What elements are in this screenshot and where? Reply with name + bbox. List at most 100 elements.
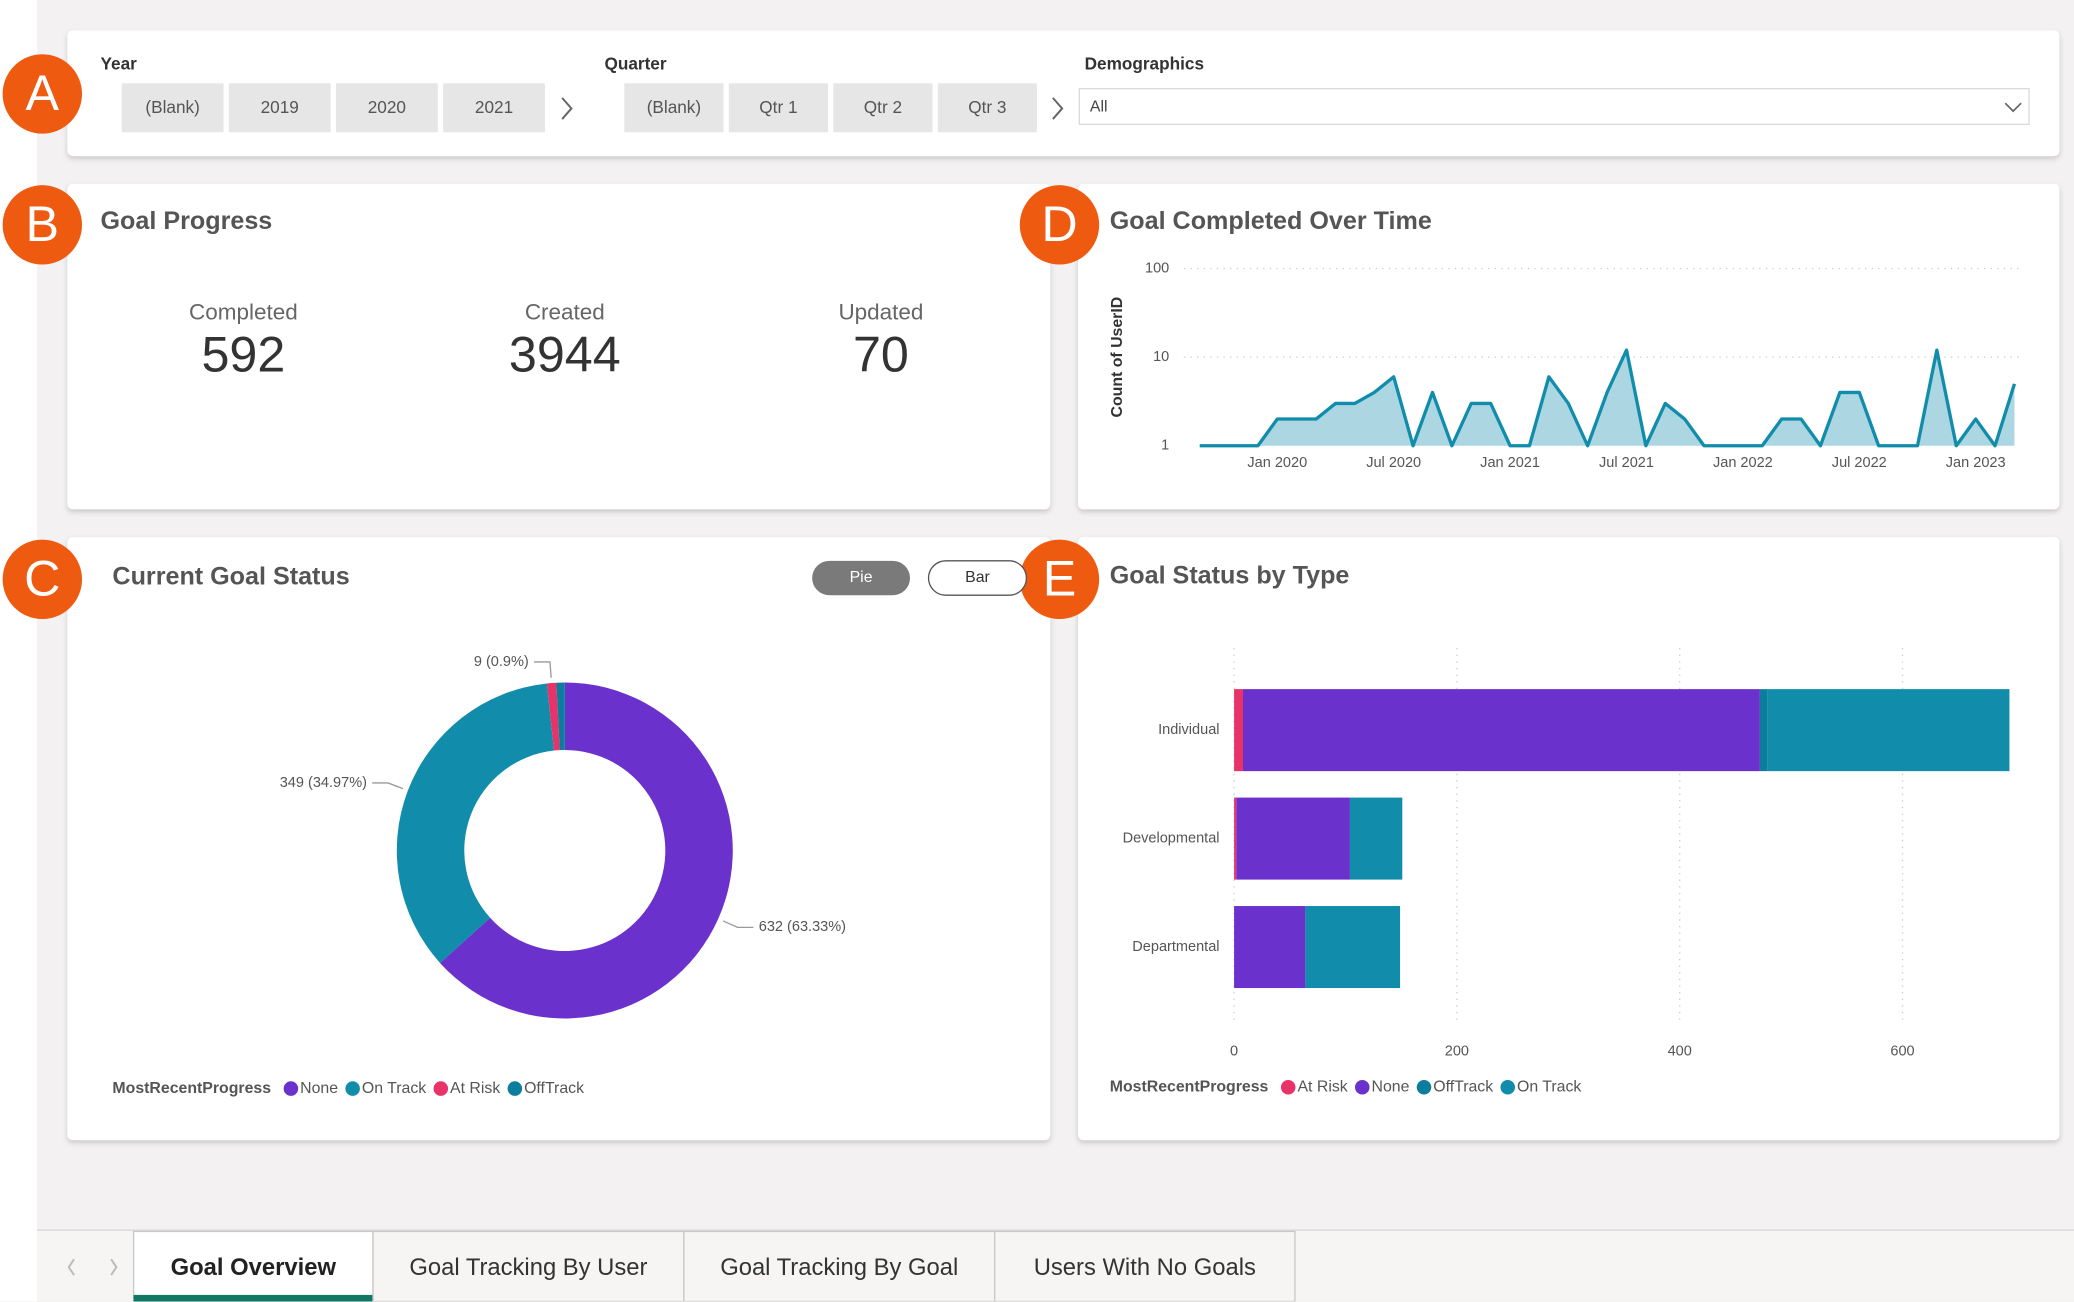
- dropdown-value: All: [1090, 98, 1108, 115]
- panel-title: Current Goal Status: [112, 563, 349, 591]
- x-tick-label: 600: [1890, 1043, 1914, 1059]
- leader-line: [372, 782, 404, 790]
- tab[interactable]: [994, 1230, 1296, 1302]
- data-label: 9 (0.9%): [474, 654, 529, 670]
- data-label: 349 (34.97%): [280, 775, 367, 791]
- line: [1199, 348, 2017, 448]
- filter-option-label: Qtr 1: [759, 97, 797, 117]
- tab[interactable]: [683, 1230, 996, 1302]
- filter-option[interactable]: [624, 83, 724, 133]
- tab-next[interactable]: [110, 1258, 118, 1276]
- year-next[interactable]: [561, 97, 573, 120]
- badge: [2, 539, 83, 620]
- legend-label: None: [300, 1080, 338, 1097]
- x-tick-label: Jul 2021: [1599, 455, 1654, 471]
- pie-slice: [396, 683, 555, 963]
- badge-letter: E: [1043, 550, 1077, 606]
- toggle-button[interactable]: [927, 560, 1028, 596]
- bar-segment: [1759, 689, 1768, 772]
- bar-segment: [1305, 906, 1401, 989]
- legend-label: None: [1372, 1078, 1410, 1095]
- filter-option[interactable]: [228, 83, 331, 133]
- x-tick-label: Jan 2022: [1713, 455, 1773, 471]
- filter-option[interactable]: [335, 83, 438, 133]
- x-tick-label: Jan 2023: [1946, 455, 2006, 471]
- legend-label: On Track: [1517, 1078, 1581, 1095]
- y-tick-label: 100: [1145, 260, 1169, 276]
- legend-marker: [283, 1081, 299, 1096]
- stat-label: Updated: [838, 299, 923, 324]
- badge-letter: A: [26, 65, 60, 121]
- legend-label: OffTrack: [524, 1080, 584, 1097]
- filter-option-label: 2020: [368, 97, 406, 117]
- filter-option[interactable]: [833, 83, 933, 133]
- stat-label: Completed: [189, 299, 298, 324]
- stat-label: Created: [525, 299, 605, 324]
- panel-title: Goal Status by Type: [1110, 561, 1350, 589]
- tab-label: Goal Overview: [171, 1254, 337, 1281]
- filter-option-label: (Blank): [647, 97, 701, 117]
- x-tick-label: 0: [1230, 1043, 1238, 1059]
- filter-option-label: 2019: [261, 97, 299, 117]
- x-tick-label: Jan 2020: [1247, 455, 1307, 471]
- legend-label: At Risk: [1297, 1078, 1347, 1095]
- filter-option[interactable]: [728, 83, 829, 133]
- badge-letter: D: [1041, 196, 1077, 252]
- y-tick-label: 10: [1153, 349, 1169, 365]
- y-tick-label: 1: [1161, 438, 1169, 454]
- leader-line: [534, 661, 552, 678]
- bar-segment: [1349, 797, 1403, 880]
- demographics-dropdown[interactable]: [1078, 87, 2030, 125]
- legend-marker: [345, 1081, 360, 1096]
- active-tab-indicator: [133, 1294, 374, 1302]
- tab-label: Goal Tracking By User: [409, 1254, 647, 1281]
- filter-option-label: Qtr 3: [968, 97, 1006, 117]
- filter-label: Quarter: [604, 53, 666, 73]
- badge-letter: B: [26, 196, 60, 252]
- legend-marker: [507, 1081, 523, 1096]
- pie-slice: [546, 682, 560, 751]
- toggle-label: Bar: [965, 569, 990, 586]
- line-panel: [1078, 183, 2060, 510]
- tab[interactable]: [132, 1230, 374, 1302]
- x-tick-label: 400: [1668, 1043, 1692, 1059]
- toggle-button[interactable]: [812, 560, 911, 596]
- panel-title: Goal Completed Over Time: [1110, 207, 1432, 235]
- filter-option[interactable]: [443, 83, 545, 133]
- bar-segment: [1234, 797, 1237, 880]
- bar-segment: [1236, 797, 1350, 880]
- legend-label: On Track: [362, 1080, 426, 1097]
- legend-marker: [1500, 1079, 1516, 1095]
- badge: [2, 54, 83, 134]
- tab-prev[interactable]: [67, 1258, 75, 1276]
- quarter-next[interactable]: [1052, 97, 1064, 120]
- bar-segment: [1767, 689, 2010, 772]
- stat-value: 3944: [509, 327, 621, 383]
- legend-title: MostRecentProgress: [1110, 1078, 1269, 1095]
- y-axis-title: Count of UserID: [1109, 297, 1126, 418]
- legend-title: MostRecentProgress: [112, 1080, 271, 1097]
- pie-slice: [556, 682, 565, 751]
- filter-option[interactable]: [121, 83, 224, 133]
- x-tick-label: Jul 2022: [1832, 455, 1887, 471]
- pie-slice: [440, 682, 733, 1019]
- legend-label: OffTrack: [1433, 1078, 1493, 1095]
- filter-option[interactable]: [937, 83, 1037, 133]
- pie-panel: [67, 537, 1051, 1141]
- legend-marker: [1280, 1079, 1296, 1095]
- x-tick-label: Jul 2020: [1366, 455, 1421, 471]
- panel-title: Goal Progress: [101, 207, 273, 235]
- filter-option-label: Qtr 2: [864, 97, 902, 117]
- badge: [1019, 539, 1100, 620]
- y-tick-label: Individual: [1158, 722, 1219, 738]
- bar-segment: [1234, 689, 1243, 772]
- legend-marker: [1354, 1079, 1370, 1095]
- progress-panel: [67, 183, 1051, 510]
- bar-segment: [1242, 689, 1760, 772]
- legend-label: At Risk: [450, 1080, 500, 1097]
- bar-segment: [1234, 906, 1306, 989]
- badge: [1019, 185, 1100, 265]
